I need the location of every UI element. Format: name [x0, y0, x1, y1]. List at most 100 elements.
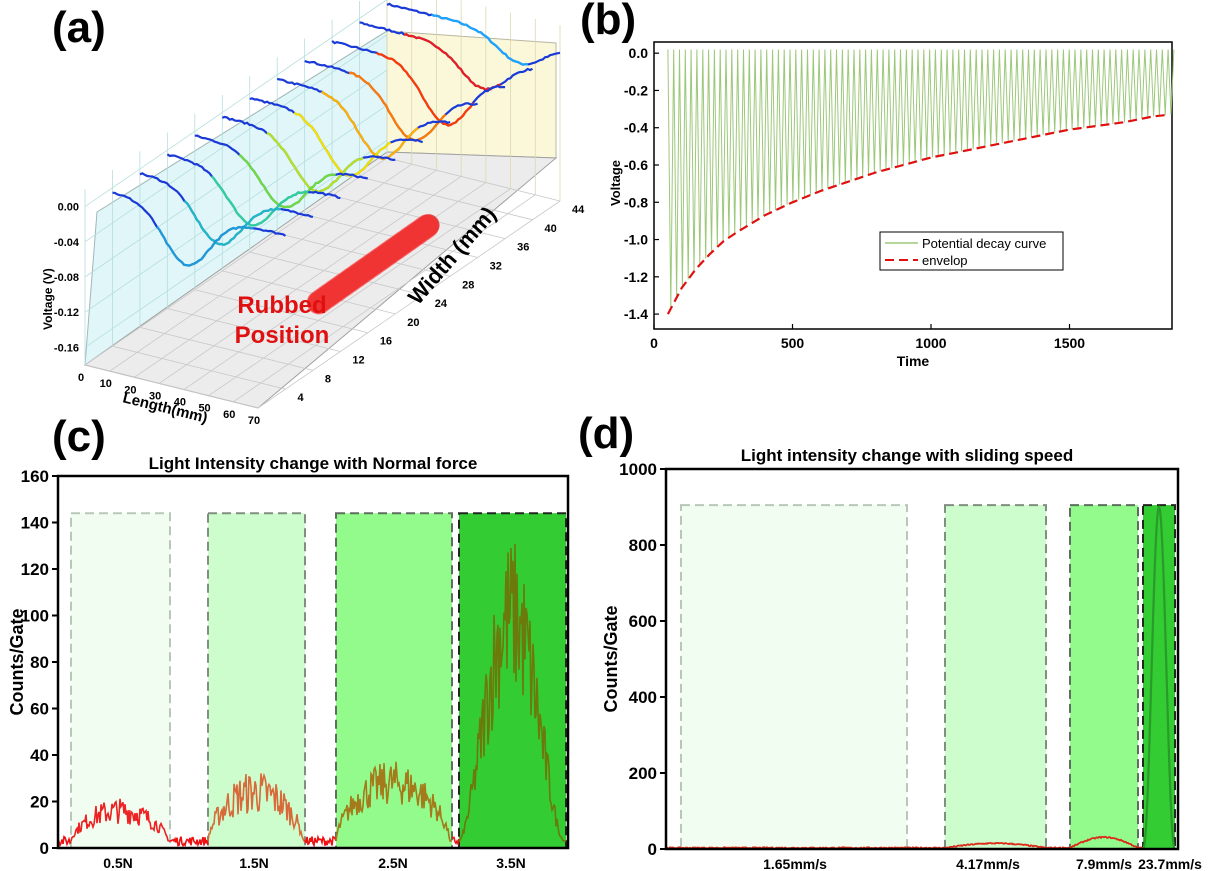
- chart-d-plot-area: [664, 467, 1180, 851]
- chart-c-box-0: [70, 512, 171, 849]
- chart-c-box-2: [335, 512, 453, 849]
- chart-d-box-1: [944, 504, 1047, 850]
- chart-a-floor-gridline: [249, 251, 423, 296]
- chart-a-wall-gridline: [84, 104, 388, 313]
- chart-b-y-tick: -0.4: [624, 120, 648, 136]
- chart-a-floor-gridline: [386, 157, 561, 202]
- chart-a-x-tick: 20: [124, 384, 136, 396]
- chart-a-floor-gridline: [277, 232, 451, 277]
- chart-c-category-label: 1.5N: [239, 855, 269, 871]
- chart-c-y-tick: 140: [21, 514, 49, 533]
- chart-c-trace-segment: [207, 772, 305, 842]
- chart-c-y-tick: 0: [40, 839, 49, 858]
- chart-a-trace: [238, 153, 336, 209]
- chart-a-annotation-line2: Position: [235, 322, 330, 349]
- chart-a-floor-gridline: [109, 163, 412, 372]
- chart-d-y-tick: 600: [629, 612, 657, 631]
- chart-c-y-tick: 60: [30, 700, 49, 719]
- chart-c-title: Light Intensity change with Normal force: [149, 454, 478, 473]
- panel-label-b: (b): [580, 0, 636, 44]
- chart-a-y-tick: 36: [517, 242, 529, 254]
- chart-a-floor-gridline: [304, 214, 478, 258]
- chart-a-floor-gridline: [208, 188, 511, 397]
- chart-c-y-tick: 160: [21, 467, 49, 486]
- chart-a-trace: [321, 90, 419, 160]
- chart-a-y-tick: 12: [352, 355, 364, 367]
- chart-a-z-tick: -0.04: [54, 237, 80, 249]
- chart-b-series-envelop: [666, 113, 1170, 315]
- chart-a-floor-gridline: [84, 364, 259, 409]
- chart-a-y-tick: 28: [462, 279, 474, 291]
- chart-a-x-tick: 0: [78, 372, 84, 384]
- chart-a-trace: [349, 71, 447, 142]
- panel-label-c: (c): [52, 412, 106, 461]
- chart-c-y-tick: 120: [21, 560, 49, 579]
- chart-a-xlabel: Length(mm): [121, 389, 209, 426]
- chart-d-box-2: [1069, 504, 1139, 850]
- chart-c-trace-segment: [169, 836, 209, 848]
- chart-a-y-tick: 20: [407, 317, 419, 329]
- chart-a-floor-gridline: [194, 289, 368, 334]
- chart-a-rubbed-band-outline: [306, 213, 441, 315]
- chart-c-y-tick: 80: [30, 653, 49, 672]
- chart-d: Light intensity change with sliding spee…: [601, 446, 1202, 871]
- chart-d-y-tick: 800: [629, 536, 657, 555]
- chart-b-legend-box: [879, 231, 1064, 271]
- chart-d-y-tick: 200: [629, 764, 657, 783]
- chart-b-y-tick: 0.0: [629, 45, 649, 61]
- chart-a-x-tick: 50: [198, 403, 210, 415]
- chart-d-y-tick: 0: [648, 840, 657, 859]
- chart-c-trace-segment: [70, 798, 170, 842]
- chart-a-floor-gridline: [257, 200, 561, 409]
- chart-a-y-tick: 4: [297, 392, 304, 404]
- chart-d-category-label: 23.7mm/s: [1138, 856, 1202, 871]
- chart-a-zlabel: Voltage (V): [41, 268, 55, 330]
- chart-b-xlabel: Time: [897, 353, 930, 369]
- chart-d-title: Light intensity change with sliding spee…: [741, 446, 1073, 465]
- chart-b-y-tick: -0.8: [624, 194, 648, 210]
- chart-a-trace: [183, 200, 281, 246]
- chart-d-box-0: [680, 504, 908, 850]
- chart-a-floor-gridline: [331, 195, 506, 240]
- chart-c-trace-segment: [57, 835, 72, 848]
- chart-a-z-tick: -0.08: [54, 272, 79, 284]
- chart-c-trace-segment: [451, 836, 460, 847]
- chart-a-y-tick: 24: [435, 298, 448, 310]
- chart-c: Light Intensity change with Normal force…: [7, 454, 570, 871]
- chart-a-floor-gridline: [134, 169, 437, 378]
- chart-a-y-tick: 32: [490, 260, 502, 272]
- chart-c-trace-segment: [458, 543, 566, 842]
- chart-a-floor-gridline: [167, 308, 341, 352]
- chart-a-annotation-line1: Rubbed: [237, 292, 326, 319]
- chart-a-floor-gridline: [359, 176, 533, 221]
- chart-b-x-tick: 0: [650, 335, 658, 351]
- chart-a-floor-gridline: [233, 194, 536, 403]
- chart-a-trace: [376, 51, 474, 127]
- chart-a-wall-gridline: [84, 0, 388, 207]
- chart-a-y-tick: 44: [572, 204, 585, 216]
- chart-d-category-label: 4.17mm/s: [956, 856, 1020, 871]
- chart-a-3d-waterfall: 0.00 -0.04 -0.08 -0.12 -0.16 0 10 20 30 40 50 60 70 4…: [41, 0, 585, 427]
- chart-a-floor-gridline: [112, 345, 286, 390]
- chart-b-legend-label-decay: Potential decay curve: [922, 236, 1046, 251]
- chart-a-trace: [403, 33, 501, 92]
- chart-b-y-tick: -1.0: [624, 232, 648, 248]
- chart-a-trace: [210, 175, 309, 227]
- chart-a-trace: [431, 13, 528, 66]
- chart-d-trace-peak: [1142, 504, 1176, 850]
- chart-a-x-tick: 60: [223, 409, 235, 421]
- chart-b-y-tick: -1.2: [624, 269, 648, 285]
- chart-c-trace-segment: [335, 761, 452, 842]
- chart-c-ylabel: Counts/Gate: [7, 608, 27, 715]
- chart-a-z-tick: -0.16: [54, 342, 79, 354]
- chart-a-x-tick: 70: [248, 415, 260, 427]
- chart-b-y-tick: -1.4: [624, 306, 648, 322]
- chart-a-floor-gridline: [222, 270, 396, 315]
- chart-b-legend-label-envelop: envelop: [922, 253, 968, 268]
- chart-b-y-tick: -0.2: [624, 82, 648, 98]
- chart-a-z-tick: -0.12: [54, 307, 79, 319]
- chart-c-category-label: 2.5N: [378, 855, 408, 871]
- chart-a-floor-gridline: [158, 176, 462, 384]
- chart-c-y-tick: 40: [30, 746, 49, 765]
